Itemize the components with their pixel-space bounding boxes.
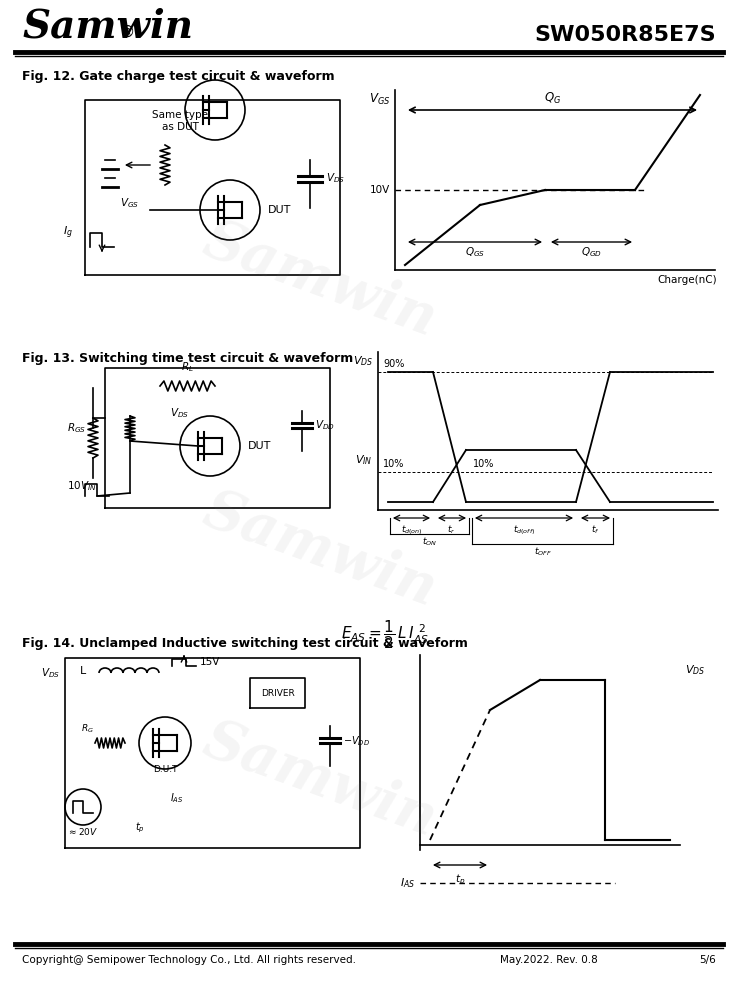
Text: $V_{IN}$: $V_{IN}$ [356,453,373,467]
Text: Copyright@ Semipower Technology Co., Ltd. All rights reserved.: Copyright@ Semipower Technology Co., Ltd… [22,955,356,965]
Text: Samwin: Samwin [22,7,193,45]
Text: $V_{DS}$: $V_{DS}$ [170,406,189,420]
Text: $V_{DD}$: $V_{DD}$ [315,418,335,432]
Text: ®: ® [120,25,135,40]
Text: $t_{d(off)}$: $t_{d(off)}$ [513,523,535,537]
Text: DRIVER: DRIVER [261,688,295,698]
Text: $Q_{GD}$: $Q_{GD}$ [581,245,602,259]
Text: Samwin: Samwin [196,712,444,848]
Text: $E_{AS} = \dfrac{1}{2}\,L\,I_{AS}^{\ 2}$: $E_{AS} = \dfrac{1}{2}\,L\,I_{AS}^{\ 2}$ [341,619,429,651]
Text: $t_{OFF}$: $t_{OFF}$ [534,546,551,558]
Text: $I_{AS}$: $I_{AS}$ [170,791,184,805]
Text: $t_{d(on)}$: $t_{d(on)}$ [401,523,422,537]
Text: $Q_{GS}$: $Q_{GS}$ [465,245,485,259]
Text: DUT: DUT [248,441,272,451]
Text: Samwin: Samwin [196,212,444,348]
Text: $R_L$: $R_L$ [181,360,194,374]
Text: 15V: 15V [200,657,221,667]
Text: $t_f$: $t_f$ [590,523,599,536]
Text: $R_{GS}$: $R_{GS}$ [67,421,86,435]
Text: Charge(nC): Charge(nC) [658,275,717,285]
Text: as DUT: as DUT [162,122,199,132]
Text: SW050R85E7S: SW050R85E7S [534,25,716,45]
Text: 5/6: 5/6 [699,955,716,965]
Text: Fig. 14. Unclamped Inductive switching test circuit & waveform: Fig. 14. Unclamped Inductive switching t… [22,637,468,650]
Text: $V_{GS}$: $V_{GS}$ [120,196,139,210]
Text: L: L [80,666,86,676]
Text: 10%: 10% [383,459,404,469]
Text: Fig. 13. Switching time test circuit & waveform: Fig. 13. Switching time test circuit & w… [22,352,354,365]
Text: Fig. 12. Gate charge test circuit & waveform: Fig. 12. Gate charge test circuit & wave… [22,70,334,83]
Text: May.2022. Rev. 0.8: May.2022. Rev. 0.8 [500,955,598,965]
Text: $R_G$: $R_G$ [80,722,94,735]
Text: $I_g$: $I_g$ [63,225,73,241]
Text: D.U.T: D.U.T [153,765,177,774]
Text: $V_{GS}$: $V_{GS}$ [368,92,390,107]
Text: Same type: Same type [152,110,208,120]
Text: $Q_G$: $Q_G$ [544,91,561,106]
Text: $-V_{DD}$: $-V_{DD}$ [343,734,370,748]
Text: 90%: 90% [383,359,404,369]
Text: $V_{DS}$: $V_{DS}$ [353,354,373,368]
Text: Samwin: Samwin [196,482,444,618]
Text: $V_{DS}$: $V_{DS}$ [326,171,345,185]
Text: $t_p$: $t_p$ [455,873,465,887]
Text: $10V_{IN}$: $10V_{IN}$ [67,479,97,493]
Text: $V_{DS}$: $V_{DS}$ [41,666,60,680]
Text: $t_r$: $t_r$ [447,523,456,536]
Text: $t_p$: $t_p$ [135,821,145,835]
Text: $V_{DS}$: $V_{DS}$ [685,663,706,677]
Text: $I_{AS}$: $I_{AS}$ [400,876,415,890]
Text: DUT: DUT [268,205,292,215]
Text: 10V: 10V [370,185,390,195]
Text: $\approx 20V$: $\approx 20V$ [67,826,99,837]
Text: $t_{ON}$: $t_{ON}$ [422,536,437,548]
Text: 10%: 10% [473,459,494,469]
